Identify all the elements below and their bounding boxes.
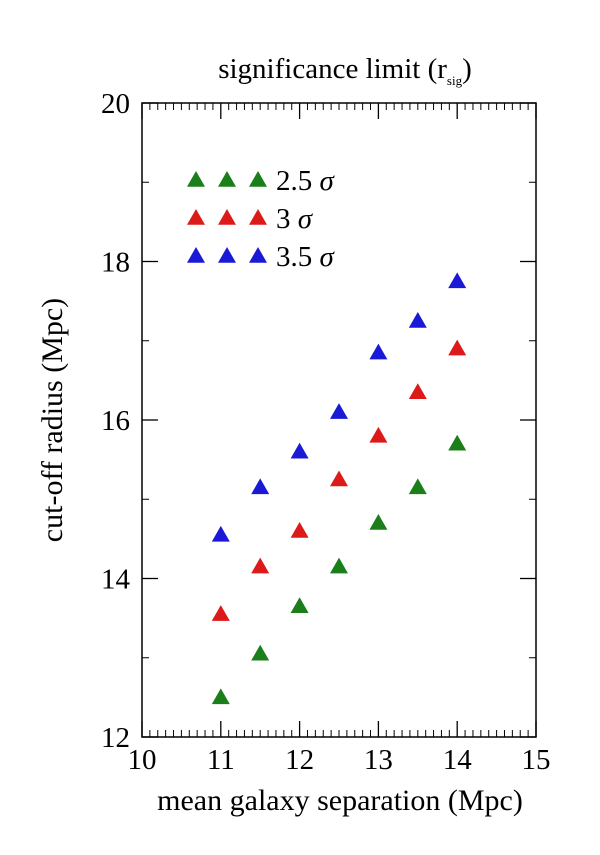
- x-tick-label: 14: [443, 744, 473, 776]
- legend: 2.5 σ 3 σ 3.5 σ: [187, 165, 336, 273]
- x-tick-label: 15: [522, 744, 551, 776]
- series-2.5-sigma: [211, 434, 467, 705]
- legend-label: 3.5 σ: [276, 241, 336, 273]
- legend-marker: [218, 171, 236, 187]
- x-axis-label: mean galaxy separation (Mpc): [157, 784, 523, 817]
- data-point: [369, 514, 388, 530]
- y-tick-label: 18: [101, 247, 130, 279]
- data-point: [251, 557, 270, 574]
- legend-marker: [187, 209, 205, 225]
- legend-marker: [218, 209, 236, 225]
- data-point: [448, 434, 467, 451]
- legend-entry: 2.5 σ: [187, 165, 336, 197]
- x-tick-labels: 10 11 12 13 14 15: [128, 744, 551, 776]
- data-point: [290, 597, 309, 613]
- y-tick-label: 12: [101, 722, 130, 754]
- legend-entry: 3.5 σ: [187, 241, 336, 273]
- minor-ticks: [142, 103, 536, 737]
- chart-title: significance limit (rsig): [218, 53, 472, 88]
- plot-frame: [141, 102, 537, 738]
- major-ticks: [141, 102, 537, 738]
- legend-marker: [218, 247, 236, 263]
- y-axis-label: cut-off radius (Mpc): [36, 298, 69, 542]
- data-point: [408, 311, 427, 328]
- y-tick-labels: 12 14 16 18 20: [101, 88, 131, 754]
- legend-label: 2.5 σ: [276, 165, 336, 197]
- legend-marker: [187, 171, 205, 187]
- legend-marker: [249, 247, 267, 263]
- legend-entry: 3 σ: [187, 203, 314, 235]
- data-point: [369, 343, 388, 360]
- x-tick-label: 13: [364, 744, 393, 776]
- data-point: [211, 688, 230, 705]
- data-point: [251, 644, 270, 661]
- data-point: [211, 525, 230, 542]
- data-point: [290, 442, 309, 459]
- legend-label: 3 σ: [276, 203, 314, 235]
- data-point: [408, 383, 427, 400]
- y-tick-label: 16: [101, 405, 130, 437]
- data-point: [448, 272, 467, 289]
- data-point: [290, 521, 309, 538]
- x-tick-label: 12: [285, 744, 314, 776]
- data-point: [211, 605, 230, 621]
- data-point: [330, 470, 348, 487]
- x-tick-label: 11: [207, 744, 235, 776]
- series-3.5-sigma: [211, 272, 467, 542]
- x-tick-label: 10: [128, 744, 157, 776]
- data-point: [408, 478, 427, 495]
- legend-marker: [249, 209, 267, 225]
- data-point: [251, 478, 270, 495]
- legend-marker: [249, 171, 267, 187]
- y-tick-label: 20: [101, 88, 130, 120]
- data-point: [448, 339, 467, 356]
- data-point: [369, 426, 388, 443]
- series-3-sigma: [211, 339, 467, 621]
- data-point: [330, 403, 348, 419]
- data-point: [330, 557, 348, 574]
- y-tick-label: 14: [101, 564, 131, 596]
- data-points: [211, 272, 467, 705]
- legend-marker: [187, 247, 205, 263]
